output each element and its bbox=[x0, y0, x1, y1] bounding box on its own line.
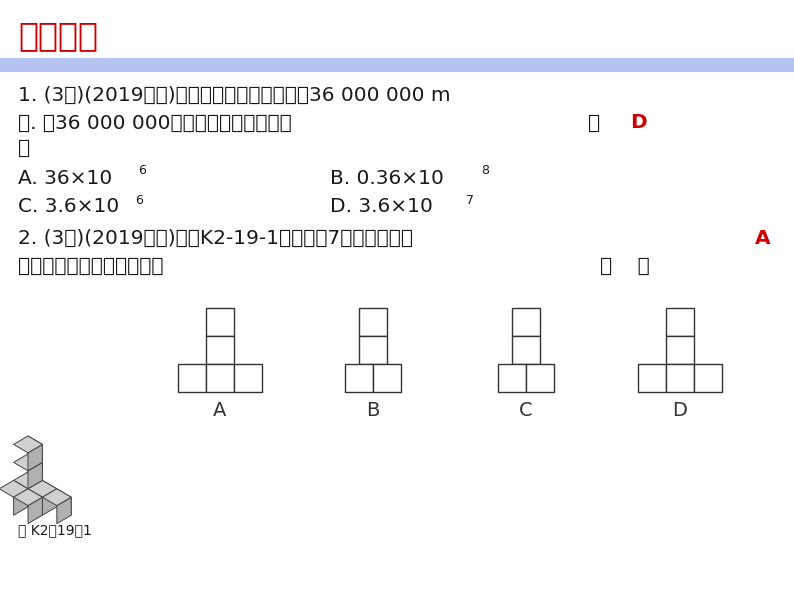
Text: 7: 7 bbox=[466, 194, 474, 206]
Text: 6: 6 bbox=[135, 194, 143, 206]
Bar bbox=[666, 308, 694, 336]
Text: D: D bbox=[673, 401, 688, 420]
Text: 课后作业: 课后作业 bbox=[18, 20, 98, 52]
Text: ）: ） bbox=[18, 138, 30, 157]
Polygon shape bbox=[13, 454, 42, 471]
Polygon shape bbox=[57, 497, 71, 524]
Text: B: B bbox=[366, 401, 380, 420]
Bar bbox=[206, 308, 234, 336]
Text: 1. (3分)(2019淮安)同步卫星在赤道上空大约36 000 000 m: 1. (3分)(2019淮安)同步卫星在赤道上空大约36 000 000 m bbox=[18, 85, 451, 104]
Text: A. 36×10: A. 36×10 bbox=[18, 169, 112, 188]
Bar bbox=[206, 336, 234, 364]
Polygon shape bbox=[13, 436, 42, 453]
Polygon shape bbox=[0, 480, 28, 497]
Text: （: （ bbox=[588, 113, 607, 132]
Bar bbox=[373, 364, 401, 392]
Bar bbox=[498, 364, 526, 392]
Bar bbox=[666, 364, 694, 392]
Text: A: A bbox=[214, 401, 227, 420]
Polygon shape bbox=[28, 497, 42, 524]
Polygon shape bbox=[42, 480, 57, 507]
Polygon shape bbox=[28, 472, 42, 498]
Text: A: A bbox=[755, 228, 771, 247]
Bar bbox=[178, 364, 206, 392]
Text: 图 K2－19－1: 图 K2－19－1 bbox=[18, 523, 92, 537]
Bar bbox=[0, 58, 794, 72]
Text: （    ）: （ ） bbox=[600, 256, 649, 275]
Bar bbox=[512, 336, 540, 364]
Bar bbox=[206, 364, 234, 392]
Polygon shape bbox=[57, 489, 71, 515]
Polygon shape bbox=[42, 489, 57, 515]
Polygon shape bbox=[28, 489, 42, 515]
Text: D: D bbox=[630, 113, 646, 132]
Polygon shape bbox=[13, 489, 28, 515]
Polygon shape bbox=[28, 462, 42, 489]
Bar bbox=[234, 364, 262, 392]
Polygon shape bbox=[28, 445, 42, 471]
Text: 2. (3分)(2019鄂州)如图K2-19-1所示是由7个小正方体组: 2. (3分)(2019鄂州)如图K2-19-1所示是由7个小正方体组 bbox=[18, 228, 413, 247]
Bar bbox=[666, 336, 694, 364]
Polygon shape bbox=[28, 480, 57, 497]
Text: B. 0.36×10: B. 0.36×10 bbox=[330, 169, 444, 188]
Polygon shape bbox=[13, 472, 42, 489]
Text: 6: 6 bbox=[138, 164, 146, 178]
Polygon shape bbox=[28, 480, 42, 507]
Text: 处. 将36 000 000用科学记数法表示应为: 处. 将36 000 000用科学记数法表示应为 bbox=[18, 113, 291, 132]
Polygon shape bbox=[13, 480, 28, 507]
Text: C: C bbox=[519, 401, 533, 420]
Bar bbox=[694, 364, 722, 392]
Text: D. 3.6×10: D. 3.6×10 bbox=[330, 197, 433, 216]
Polygon shape bbox=[28, 454, 42, 480]
Bar bbox=[512, 308, 540, 336]
Polygon shape bbox=[13, 489, 42, 505]
Polygon shape bbox=[42, 489, 71, 505]
Bar bbox=[345, 364, 373, 392]
Bar bbox=[526, 364, 554, 392]
Text: 8: 8 bbox=[481, 164, 489, 178]
Bar bbox=[359, 308, 387, 336]
Bar bbox=[638, 364, 666, 392]
Polygon shape bbox=[28, 436, 42, 462]
Text: 成的几何体，则其左视图为: 成的几何体，则其左视图为 bbox=[18, 256, 164, 275]
Text: C. 3.6×10: C. 3.6×10 bbox=[18, 197, 119, 216]
Bar bbox=[359, 336, 387, 364]
